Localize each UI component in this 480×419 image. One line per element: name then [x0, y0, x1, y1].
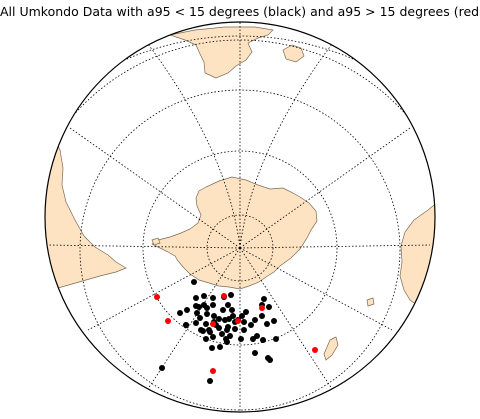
pole-marker-black [223, 336, 229, 342]
pole-marker-red [235, 318, 241, 324]
pole-marker-black [193, 295, 199, 301]
globe [44, 21, 436, 413]
pole-marker-black [239, 313, 245, 319]
pole-marker-black [267, 357, 273, 363]
pole-marker-black [194, 310, 200, 316]
poles-layer [154, 279, 318, 384]
pole-marker-black [184, 307, 190, 313]
pole-marker-black [193, 320, 199, 326]
pole-marker-red [259, 305, 265, 311]
pole-marker-black [222, 317, 228, 323]
pole-marker-black [228, 292, 234, 298]
pole-marker-black [177, 310, 183, 316]
pole-marker-black [201, 293, 207, 299]
pole-marker-black [248, 322, 254, 328]
pole-marker-red [221, 293, 227, 299]
meridian-line [87, 247, 241, 331]
pole-marker-black [241, 327, 247, 333]
pole-marker-black [209, 345, 215, 351]
graticule [45, 22, 435, 412]
pole-marker-black [219, 331, 225, 337]
africa-landmass [45, 119, 127, 291]
pole-marker-black [266, 304, 272, 310]
meridian-line [239, 39, 336, 249]
pole-marker-black [230, 313, 236, 319]
new-zealand-south [323, 336, 339, 361]
pole-marker-red [165, 318, 171, 324]
pole-marker-black [232, 326, 238, 332]
pole-marker-black [273, 336, 279, 342]
pole-marker-black [252, 350, 258, 356]
pole-marker-black [224, 327, 230, 333]
pole-marker-black [264, 321, 270, 327]
pole-marker-black [229, 307, 235, 313]
pole-marker-black [261, 296, 267, 302]
meridian-line [239, 247, 393, 331]
pole-marker-black [210, 302, 216, 308]
pole-marker-black [210, 295, 216, 301]
pole-marker-red [210, 321, 216, 327]
parallel-line [45, 35, 435, 412]
meridian-line [47, 244, 241, 249]
pole-marker-black [254, 333, 260, 339]
pole-marker-black [220, 307, 226, 313]
islet-b [151, 237, 161, 246]
pole-marker-black [196, 304, 202, 310]
pole-marker-red [312, 347, 318, 353]
pole-marker-black [271, 318, 277, 324]
pole-marker-black [206, 327, 212, 333]
globe-outline [44, 21, 436, 413]
pole-marker-black [252, 317, 258, 323]
pole-marker-red [154, 294, 160, 300]
pole-marker-black [241, 319, 247, 325]
pole-marker-black [207, 378, 213, 384]
meridian-line [144, 39, 241, 249]
pole-marker-black [225, 302, 231, 308]
pole-marker-black [191, 279, 197, 285]
pole-marker-red [210, 368, 216, 374]
pole-marker-black [203, 321, 209, 327]
pole-marker-black [217, 344, 223, 350]
falkland-island [282, 44, 305, 63]
antarctica-landmass [151, 176, 318, 290]
pole-marker-black [216, 316, 222, 322]
pole-marker-black [238, 336, 244, 342]
islet-a [366, 297, 375, 307]
meridian-line [239, 247, 335, 393]
meridian-line [145, 247, 241, 393]
pole-marker-black [183, 322, 189, 328]
map-title: All Umkondo Data with a95 < 15 degrees (… [0, 4, 480, 19]
parallel-line [142, 150, 338, 346]
pole-marker-black [211, 313, 217, 319]
pole-marker-black [200, 328, 206, 334]
pole-marker-black [210, 334, 216, 340]
pole-marker-black [260, 337, 266, 343]
pole-marker-black [204, 305, 210, 311]
pole-marker-black [197, 315, 203, 321]
pole-marker-black [243, 309, 249, 315]
pole-marker-black [204, 311, 210, 317]
pole-marker-black [203, 336, 209, 342]
pole-marker-black [259, 313, 265, 319]
meridian-line [239, 244, 431, 249]
pole-marker-black [159, 365, 165, 371]
